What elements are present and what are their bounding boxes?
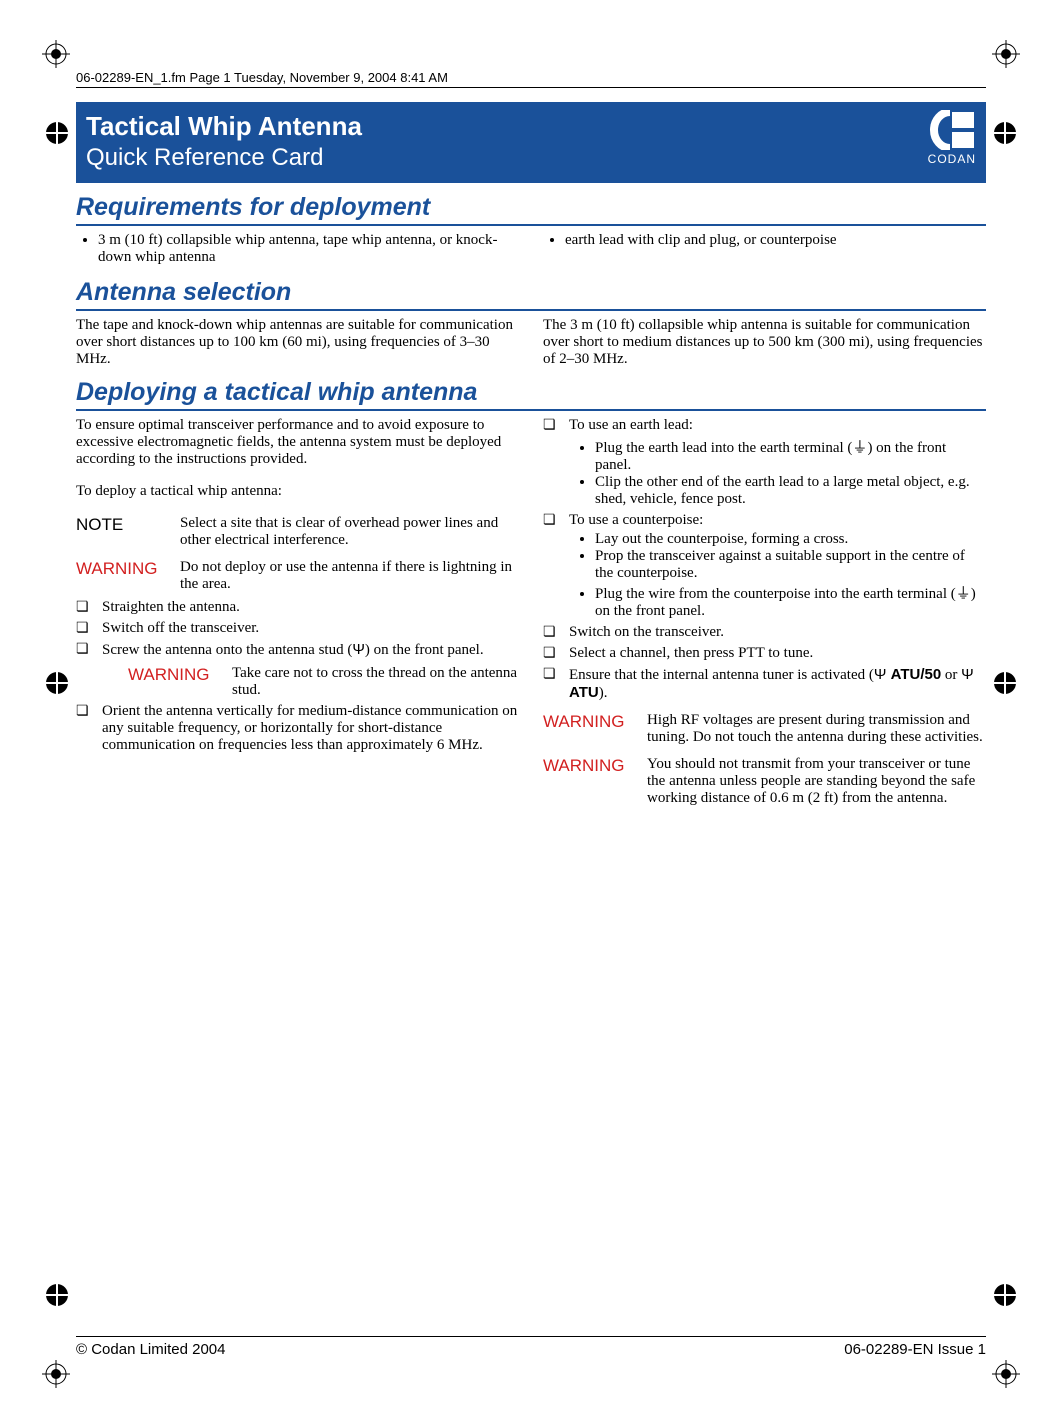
- warning-block: WARNING You should not transmit from you…: [543, 756, 986, 807]
- requirements-col-right: earth lead with clip and plug, or counte…: [543, 232, 986, 268]
- requirement-item: 3 m (10 ft) collapsible whip antenna, ta…: [98, 232, 519, 266]
- earth-icon: ⏚: [956, 585, 971, 602]
- deploy-intro: To ensure optimal transceiver performanc…: [76, 417, 519, 468]
- warning-label: WARNING: [76, 559, 180, 579]
- register-mark-icon: [42, 40, 70, 68]
- deploy-col-right: To use an earth lead: Plug the earth lea…: [543, 417, 986, 811]
- warning-label: WARNING: [128, 665, 232, 685]
- antenna-icon: Ψ: [874, 666, 887, 683]
- requirements-columns: 3 m (10 ft) collapsible whip antenna, ta…: [76, 232, 986, 268]
- section-rule: [76, 309, 986, 311]
- step-text: Ensure that the internal antenna tuner i…: [569, 667, 874, 683]
- step-item: To use an earth lead: Plug the earth lea…: [565, 417, 986, 508]
- section-heading-selection: Antenna selection: [76, 278, 986, 307]
- step-text: or: [941, 667, 961, 683]
- substep-item: Prop the transceiver against a suitable …: [595, 548, 986, 582]
- doc-subtitle: Quick Reference Card: [86, 143, 362, 173]
- note-label: NOTE: [76, 515, 180, 535]
- warning-block: WARNING High RF voltages are present dur…: [543, 712, 986, 746]
- antenna-icon: Ψ: [961, 666, 974, 683]
- substep-text: Plug the wire from the counterpoise into…: [595, 586, 956, 602]
- step-text: To use an earth lead:: [569, 417, 693, 433]
- footer: © Codan Limited 2004 06-02289-EN Issue 1: [76, 1318, 986, 1358]
- doc-title: Tactical Whip Antenna: [86, 110, 362, 143]
- deploy-steps-left: Straighten the antenna. Switch off the t…: [76, 599, 519, 754]
- crop-mark-icon: [44, 670, 70, 696]
- step-item: Orient the antenna vertically for medium…: [98, 703, 519, 754]
- footer-copyright: © Codan Limited 2004: [76, 1341, 225, 1358]
- step-item: Ensure that the internal antenna tuner i…: [565, 666, 986, 702]
- framemaker-header: 06-02289-EN_1.fm Page 1 Tuesday, Novembe…: [76, 70, 986, 85]
- step-text: ).: [599, 685, 608, 701]
- requirement-item: earth lead with clip and plug, or counte…: [565, 232, 986, 249]
- step-item: Switch off the transceiver.: [98, 620, 519, 637]
- crop-mark-icon: [992, 120, 1018, 146]
- warning-label: WARNING: [543, 756, 647, 776]
- warning-text: High RF voltages are present during tran…: [647, 712, 986, 746]
- warning-text: Do not deploy or use the antenna if ther…: [180, 559, 519, 593]
- earth-icon: ⏚: [852, 439, 867, 456]
- step-item: Select a channel, then press PTT to tune…: [565, 645, 986, 662]
- substep-item: Plug the earth lead into the earth termi…: [595, 436, 986, 474]
- selection-col-left: The tape and knock-down whip antennas ar…: [76, 317, 519, 368]
- antenna-icon: Ψ: [352, 641, 365, 658]
- deploy-columns: To ensure optimal transceiver performanc…: [76, 417, 986, 811]
- content-frame: 06-02289-EN_1.fm Page 1 Tuesday, Novembe…: [76, 70, 986, 1358]
- register-mark-icon: [992, 1360, 1020, 1388]
- step-item: To use a counterpoise: Lay out the count…: [565, 512, 986, 620]
- codan-logo-icon: [926, 110, 976, 150]
- warning-block: WARNING Do not deploy or use the antenna…: [76, 559, 519, 593]
- brand-name: CODAN: [926, 152, 976, 166]
- brand-logo: CODAN: [926, 110, 976, 166]
- selection-columns: The tape and knock-down whip antennas ar…: [76, 317, 986, 368]
- selection-col-right: The 3 m (10 ft) collapsible whip antenna…: [543, 317, 986, 368]
- substep-item: Plug the wire from the counterpoise into…: [595, 582, 986, 620]
- footer-rule: [76, 1336, 986, 1337]
- section-heading-deploying: Deploying a tactical whip antenna: [76, 378, 986, 407]
- register-mark-icon: [992, 40, 1020, 68]
- hw-label: ATU/50: [886, 666, 941, 683]
- crop-mark-icon: [992, 670, 1018, 696]
- section-rule: [76, 224, 986, 226]
- crop-mark-icon: [44, 120, 70, 146]
- footer-docid: 06-02289-EN Issue 1: [844, 1341, 986, 1358]
- crop-mark-icon: [992, 1282, 1018, 1308]
- deploy-steps-right: To use an earth lead: Plug the earth lea…: [543, 417, 986, 702]
- step-item: Straighten the antenna.: [98, 599, 519, 616]
- requirements-col-left: 3 m (10 ft) collapsible whip antenna, ta…: [76, 232, 519, 268]
- deploy-intro2: To deploy a tactical whip antenna:: [76, 483, 519, 500]
- warning-text: You should not transmit from your transc…: [647, 756, 986, 807]
- step-item: Screw the antenna onto the antenna stud …: [98, 641, 519, 699]
- page: 06-02289-EN_1.fm Page 1 Tuesday, Novembe…: [0, 0, 1062, 1428]
- section-heading-requirements: Requirements for deployment: [76, 193, 986, 222]
- substep-text: Plug the earth lead into the earth termi…: [595, 440, 852, 456]
- step-text: Screw the antenna onto the antenna stud …: [102, 642, 352, 658]
- step-item: Switch on the transceiver.: [565, 624, 986, 641]
- section-rule: [76, 409, 986, 411]
- crop-mark-icon: [44, 1282, 70, 1308]
- warning-text: Take care not to cross the thread on the…: [232, 665, 519, 699]
- warning-label: WARNING: [543, 712, 647, 732]
- note-block: NOTE Select a site that is clear of over…: [76, 515, 519, 549]
- title-band: Tactical Whip Antenna Quick Reference Ca…: [76, 102, 986, 183]
- step-text: ) on the front panel.: [365, 642, 484, 658]
- substep-item: Clip the other end of the earth lead to …: [595, 474, 986, 508]
- hw-label: ATU: [569, 684, 599, 701]
- note-text: Select a site that is clear of overhead …: [180, 515, 519, 549]
- header-rule: [76, 87, 986, 88]
- step-text: To use a counterpoise:: [569, 512, 703, 528]
- deploy-col-left: To ensure optimal transceiver performanc…: [76, 417, 519, 811]
- title-texts: Tactical Whip Antenna Quick Reference Ca…: [86, 110, 362, 173]
- substep-item: Lay out the counterpoise, forming a cros…: [595, 531, 986, 548]
- register-mark-icon: [42, 1360, 70, 1388]
- warning-block: WARNING Take care not to cross the threa…: [102, 665, 519, 699]
